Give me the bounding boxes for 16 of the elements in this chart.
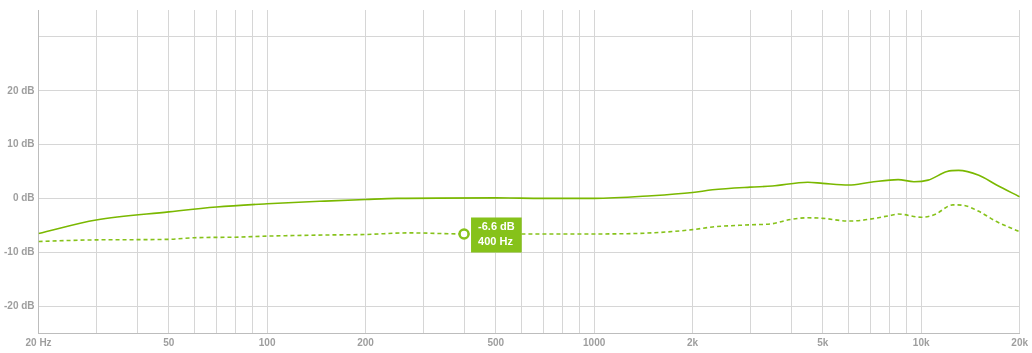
x-tick-label: 2k — [687, 336, 699, 348]
x-tick-label: 20 Hz — [25, 336, 52, 348]
x-tick-label: 500 — [487, 336, 505, 348]
x-tick-label: 10k — [912, 336, 930, 348]
x-tick-label: 5k — [817, 336, 829, 348]
x-tick-label: 1000 — [583, 336, 606, 348]
x-tick-label: 20k — [1011, 336, 1029, 348]
y-tick-label: 10 dB — [7, 138, 35, 150]
y-tick-label: -10 dB — [4, 246, 35, 257]
x-tick-label: 50 — [163, 336, 175, 348]
x-tick-label: 200 — [357, 336, 375, 348]
y-tick-label: -20 dB — [4, 299, 35, 311]
annotation: -6.6 dB 400 Hz — [478, 220, 515, 248]
x-tick-label: 100 — [258, 336, 276, 348]
y-tick-label: 0 dB — [12, 192, 35, 204]
y-tick-label: 20 dB — [7, 84, 35, 96]
